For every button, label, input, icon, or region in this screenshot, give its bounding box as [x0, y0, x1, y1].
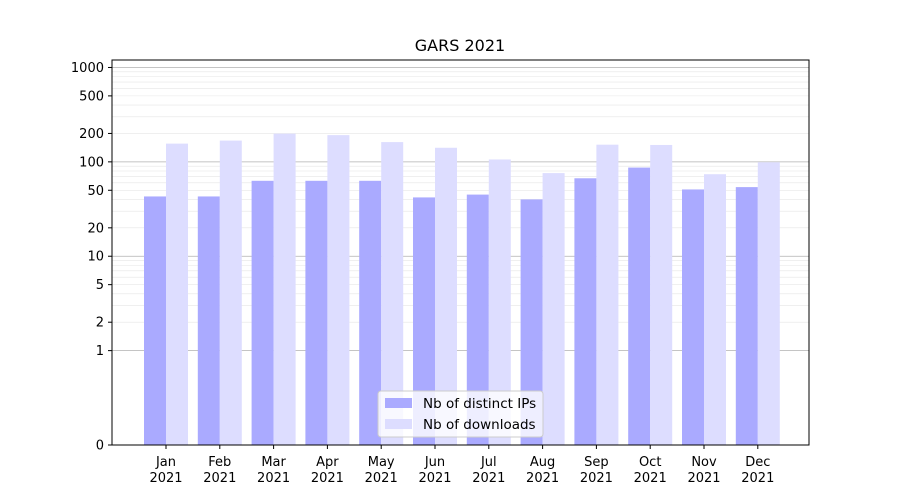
x-tick-label-year: 2021	[311, 471, 344, 486]
bar-downloads	[273, 133, 296, 445]
y-tick-label: 5	[96, 278, 104, 293]
y-tick-label: 1	[96, 344, 104, 359]
bar-downloads	[488, 159, 511, 445]
x-axis: Jan2021Feb2021Mar2021Apr2021May2021Jun20…	[149, 445, 774, 486]
x-tick-label-month: Aug	[530, 455, 555, 470]
bar-distinct-ips	[628, 167, 651, 445]
bar-distinct-ips	[197, 196, 220, 445]
y-tick-label: 10	[87, 250, 104, 265]
x-tick-label-year: 2021	[418, 471, 451, 486]
bar-downloads	[704, 174, 726, 445]
bar-distinct-ips	[359, 180, 382, 445]
y-tick-label: 100	[79, 155, 104, 170]
legend-swatch-downloads	[385, 419, 412, 429]
bar-downloads	[219, 140, 242, 445]
x-tick-label-year: 2021	[472, 471, 505, 486]
y-tick-label: 500	[79, 89, 104, 104]
legend: Nb of distinct IPs Nb of downloads	[377, 390, 544, 438]
bar-distinct-ips	[305, 180, 328, 445]
bar-distinct-ips	[251, 180, 274, 445]
x-tick-label-month: Feb	[208, 455, 231, 470]
bar-downloads	[542, 173, 565, 446]
bar-downloads	[327, 135, 350, 445]
bar-distinct-ips	[413, 197, 435, 445]
bar-distinct-ips	[520, 199, 543, 445]
bars	[144, 133, 780, 446]
x-tick-label-month: Nov	[691, 455, 717, 470]
bar-downloads	[596, 144, 619, 445]
y-axis: 0 1 2 5 10 20 50 100 200 500 1000	[71, 61, 112, 454]
x-tick-label-month: Jul	[480, 455, 497, 470]
y-tick-label: 1000	[71, 61, 104, 76]
y-tick-label: 0	[96, 439, 104, 454]
x-tick-label-month: Jun	[424, 455, 445, 470]
legend-box	[377, 390, 544, 438]
x-tick-label-month: Jan	[155, 455, 176, 470]
bar-downloads	[650, 144, 673, 445]
x-tick-label-year: 2021	[741, 471, 774, 486]
x-tick-label-year: 2021	[580, 471, 613, 486]
x-tick-label-month: Dec	[745, 455, 770, 470]
x-tick-label-year: 2021	[526, 471, 559, 486]
legend-label-ips: Nb of distinct IPs	[423, 396, 536, 412]
x-tick-label-month: May	[368, 455, 395, 470]
y-tick-label: 2	[96, 316, 104, 331]
x-tick-label-month: Sep	[584, 455, 609, 470]
x-tick-label-month: Mar	[261, 455, 286, 470]
y-tick-label: 20	[87, 221, 104, 236]
x-tick-label-year: 2021	[687, 471, 720, 486]
bar-distinct-ips	[682, 189, 704, 445]
x-tick-label-year: 2021	[149, 471, 182, 486]
y-tick-label: 200	[79, 127, 104, 142]
plot-frame	[111, 59, 810, 446]
x-tick-label-year: 2021	[634, 471, 667, 486]
bar-downloads	[381, 142, 404, 445]
bar-distinct-ips	[144, 196, 166, 445]
bar-distinct-ips	[574, 178, 597, 445]
x-tick-label-year: 2021	[365, 471, 398, 486]
bar-distinct-ips	[735, 187, 758, 446]
x-tick-label-month: Oct	[639, 455, 661, 470]
bar-downloads	[435, 147, 457, 445]
bar-downloads	[166, 143, 188, 446]
x-tick-label-year: 2021	[257, 471, 290, 486]
chart-title: GARS 2021	[415, 36, 505, 55]
y-tick-label: 50	[87, 184, 104, 199]
x-tick-label-month: Apr	[316, 455, 339, 470]
legend-label-downloads: Nb of downloads	[423, 417, 536, 433]
legend-swatch-ips	[385, 398, 412, 408]
x-tick-label-year: 2021	[203, 471, 236, 486]
bar-distinct-ips	[466, 194, 489, 445]
bar-downloads	[757, 162, 780, 445]
